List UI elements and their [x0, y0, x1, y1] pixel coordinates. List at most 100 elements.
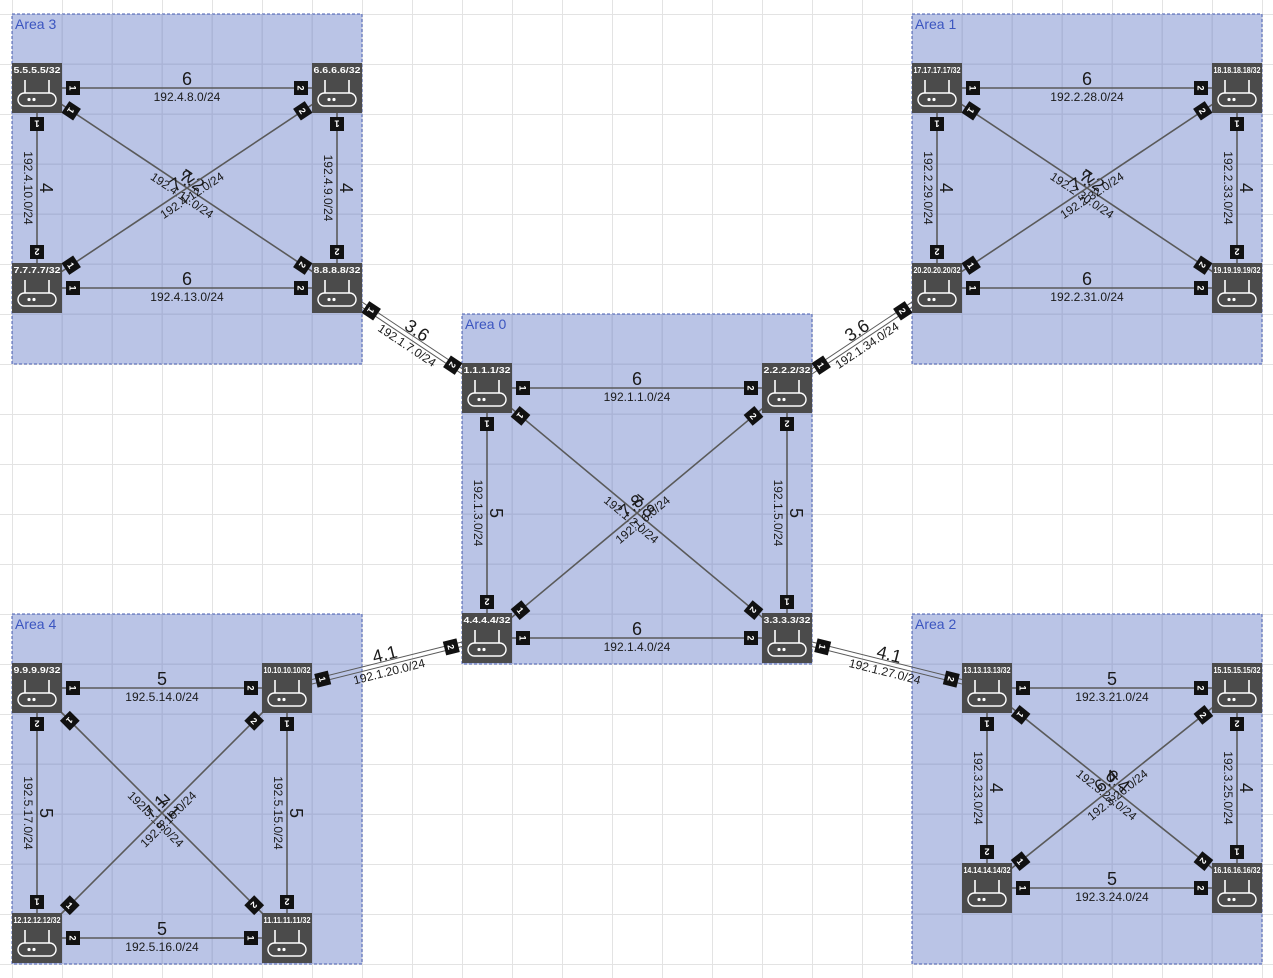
area-label: Area 3 [15, 16, 56, 32]
port-badge[interactable]: 1 [814, 638, 831, 655]
router-13-13-13-13[interactable]: 13.13.13.13/32 [962, 663, 1012, 713]
router-6-6-6-6[interactable]: 6.6.6.6/32 [312, 63, 362, 113]
router-11-11-11-11[interactable]: 11.11.11.11/32 [262, 913, 312, 963]
link-network: 192.4.13.0/24 [150, 290, 224, 304]
port-number: 1 [934, 119, 939, 129]
link-cost: 5 [157, 919, 167, 939]
port-number: 2 [246, 685, 256, 690]
port-number: 2 [934, 247, 939, 257]
port-badge[interactable]: 1 [66, 281, 80, 295]
router-8-8-8-8[interactable]: 8.8.8.8/32 [312, 263, 362, 313]
link-network: 192.3.21.0/24 [1075, 690, 1149, 704]
port-badge[interactable]: 2 [280, 895, 294, 909]
link-cost: 5 [36, 808, 56, 818]
port-badge[interactable]: 1 [280, 717, 294, 731]
router-7-7-7-7[interactable]: 7.7.7.7/32 [12, 263, 62, 313]
port-number: 1 [246, 935, 256, 940]
port-badge[interactable]: 2 [294, 81, 308, 95]
port-number: 2 [746, 635, 756, 640]
port-badge[interactable]: 1 [480, 417, 494, 431]
port-badge[interactable]: 2 [443, 638, 460, 655]
port-badge[interactable]: 1 [30, 895, 44, 909]
port-badge[interactable]: 2 [480, 595, 494, 609]
router-led [477, 398, 480, 401]
port-badge[interactable]: 2 [1194, 81, 1208, 95]
router-led [277, 698, 280, 701]
router-9-9-9-9[interactable]: 9.9.9.9/32 [12, 663, 62, 713]
port-badge[interactable]: 1 [980, 717, 994, 731]
router-20-20-20-20[interactable]: 20.20.20.20/32 [912, 263, 962, 313]
port-badge[interactable]: 1 [1016, 681, 1030, 695]
router-led [332, 298, 335, 301]
router-3-3-3-3[interactable]: 3.3.3.3/32 [762, 613, 812, 663]
port-number: 1 [334, 119, 339, 129]
port-badge[interactable]: 2 [780, 417, 794, 431]
port-badge[interactable]: 2 [30, 717, 44, 731]
router-1-1-1-1[interactable]: 1.1.1.1/32 [462, 363, 512, 413]
port-badge[interactable]: 2 [1194, 281, 1208, 295]
router-led [1227, 898, 1230, 901]
port-badge[interactable]: 2 [930, 245, 944, 259]
port-badge[interactable]: 2 [244, 681, 258, 695]
port-badge[interactable]: 2 [330, 245, 344, 259]
router-19-19-19-19[interactable]: 19.19.19.19/32 [1212, 263, 1262, 313]
port-badge[interactable]: 2 [66, 931, 80, 945]
router-led [277, 948, 280, 951]
router-5-5-5-5[interactable]: 5.5.5.5/32 [12, 63, 62, 113]
port-badge[interactable]: 1 [66, 681, 80, 695]
port-badge[interactable]: 1 [330, 117, 344, 131]
port-number: 2 [1196, 885, 1206, 890]
link-network: 192.3.25.0/24 [1221, 751, 1235, 825]
router-15-15-15-15[interactable]: 15.15.15.15/32 [1212, 663, 1262, 713]
port-badge[interactable]: 2 [1230, 717, 1244, 731]
router-label: 15.15.15.15/32 [1214, 665, 1261, 675]
router-label: 11.11.11.11/32 [264, 915, 311, 925]
router-led [477, 648, 480, 651]
port-badge[interactable]: 1 [66, 81, 80, 95]
port-badge[interactable]: 2 [744, 381, 758, 395]
port-badge[interactable]: 1 [1016, 881, 1030, 895]
port-badge[interactable]: 2 [30, 245, 44, 259]
router-16-16-16-16[interactable]: 16.16.16.16/32 [1212, 863, 1262, 913]
router-led [932, 298, 935, 301]
port-badge[interactable]: 1 [966, 281, 980, 295]
port-number: 1 [68, 85, 78, 90]
port-badge[interactable]: 1 [516, 631, 530, 645]
port-badge[interactable]: 1 [30, 117, 44, 131]
router-led [482, 648, 485, 651]
port-number: 1 [784, 597, 789, 607]
port-badge[interactable]: 1 [780, 595, 794, 609]
area-label: Area 2 [915, 616, 956, 632]
port-badge[interactable]: 2 [1230, 245, 1244, 259]
link-network: 192.5.14.0/24 [125, 690, 199, 704]
router-led [1227, 98, 1230, 101]
port-badge[interactable]: 2 [294, 281, 308, 295]
router-led [482, 398, 485, 401]
port-badge[interactable]: 1 [1230, 117, 1244, 131]
router-18-18-18-18[interactable]: 18.18.18.18/32 [1212, 63, 1262, 113]
link-network: 192.5.17.0/24 [21, 776, 35, 850]
port-badge[interactable]: 2 [1194, 881, 1208, 895]
port-badge[interactable]: 2 [744, 631, 758, 645]
router-12-12-12-12[interactable]: 12.12.12.12/32 [12, 913, 62, 963]
port-badge[interactable]: 1 [244, 931, 258, 945]
router-led [782, 398, 785, 401]
router-17-17-17-17[interactable]: 17.17.17.17/32 [912, 63, 962, 113]
router-led [777, 648, 780, 651]
router-14-14-14-14[interactable]: 14.14.14.14/32 [962, 863, 1012, 913]
port-badge[interactable]: 1 [966, 81, 980, 95]
port-number: 1 [34, 119, 39, 129]
router-2-2-2-2[interactable]: 2.2.2.2/32 [762, 363, 812, 413]
link-cost: 5 [286, 808, 306, 818]
port-badge[interactable]: 1 [930, 117, 944, 131]
port-number: 1 [1018, 685, 1028, 690]
link-cost: 4 [36, 183, 56, 193]
port-badge[interactable]: 1 [516, 381, 530, 395]
port-badge[interactable]: 2 [1194, 681, 1208, 695]
router-led [327, 98, 330, 101]
port-badge[interactable]: 1 [1230, 845, 1244, 859]
router-4-4-4-4[interactable]: 4.4.4.4/32 [462, 613, 512, 663]
port-badge[interactable]: 2 [980, 845, 994, 859]
router-10-10-10-10[interactable]: 10.10.10.10/32 [262, 663, 312, 713]
link-cost: 5 [786, 508, 806, 518]
